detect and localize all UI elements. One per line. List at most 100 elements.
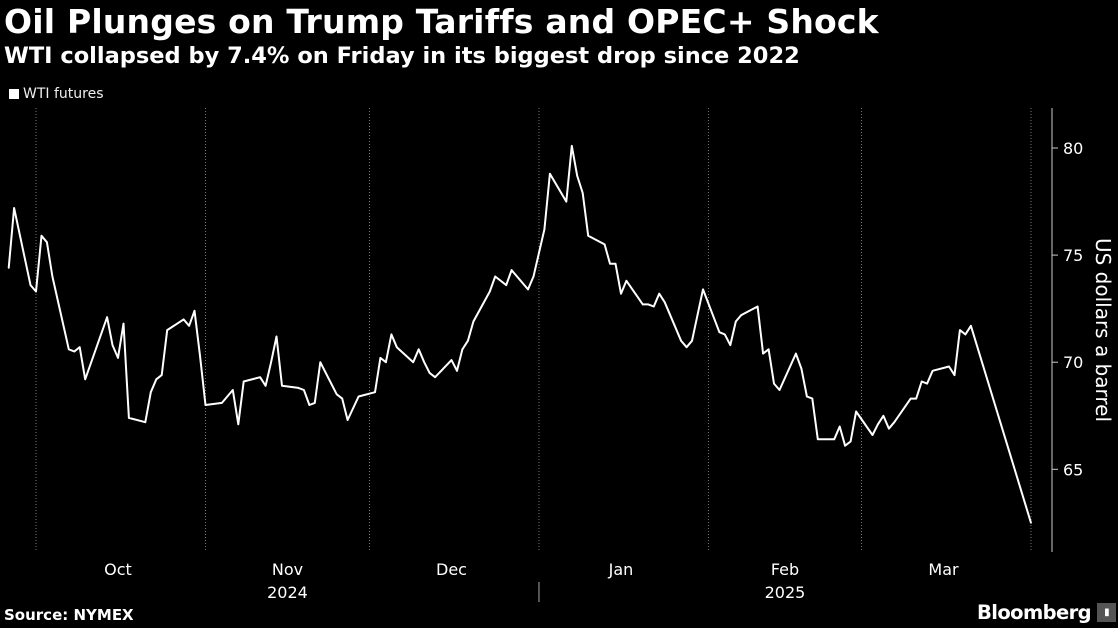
data-point: [341, 397, 344, 400]
data-point: [297, 387, 300, 389]
data-point: [685, 346, 688, 349]
legend: WTI futures: [9, 86, 104, 102]
data-point: [571, 145, 573, 147]
data-point: [68, 348, 70, 351]
data-point: [970, 325, 972, 327]
data-point: [549, 172, 551, 175]
data-point: [756, 305, 759, 308]
data-point: [658, 292, 660, 295]
x-tick-label: Jan: [608, 560, 634, 579]
data-point: [663, 301, 666, 304]
data-point: [275, 335, 278, 338]
data-point: [221, 402, 223, 404]
data-point: [379, 357, 382, 359]
data-point: [122, 322, 125, 325]
data-point: [489, 290, 491, 293]
data-point: [160, 374, 163, 376]
data-point: [357, 395, 360, 398]
grid: [35, 108, 1032, 552]
data-point: [434, 376, 436, 379]
data-point: [423, 361, 426, 364]
data-point: [188, 325, 190, 327]
data-point: [680, 340, 682, 342]
data-point: [303, 389, 305, 391]
data-point: [844, 444, 846, 447]
data-point: [182, 318, 185, 321]
x-year-label: 2025: [765, 583, 806, 602]
data-point: [855, 410, 857, 413]
data-point: [144, 421, 147, 424]
data-point: [603, 243, 606, 246]
data-point: [642, 303, 644, 306]
data-point: [893, 421, 896, 424]
data-point: [909, 397, 912, 400]
data-point: [428, 372, 431, 374]
data-point: [467, 340, 469, 342]
legend-swatch: [9, 89, 19, 99]
data-point: [762, 352, 764, 355]
data-point: [625, 280, 628, 282]
data-point: [877, 423, 879, 426]
data-point: [128, 417, 130, 419]
data-point: [953, 374, 956, 376]
data-point: [374, 391, 376, 394]
data-point: [1030, 522, 1032, 524]
axes: Oct Nov Dec Jan Feb Mar 2024 2025 65 70 75 80 US dol…: [104, 108, 1115, 602]
legend-label: WTI futures: [23, 86, 104, 102]
data-point: [773, 382, 775, 385]
data-point: [833, 438, 835, 441]
data-point: [702, 288, 704, 291]
data-point: [767, 348, 770, 351]
x-tick-label: Feb: [771, 560, 799, 579]
series: [7, 144, 1032, 524]
bloomberg-logo: Bloomberg ▮: [977, 601, 1117, 624]
y-tick-label: 75: [1063, 246, 1083, 265]
x-year-label: 2024: [267, 583, 308, 602]
data-point: [226, 395, 229, 398]
data-point: [505, 284, 508, 286]
data-point: [926, 382, 928, 385]
data-point: [111, 344, 114, 346]
data-point: [450, 359, 453, 361]
data-point: [308, 404, 311, 406]
data-point: [264, 385, 267, 387]
data-point: [964, 333, 967, 336]
data-point: [193, 310, 196, 312]
brand-mark-icon: ▮: [1097, 603, 1117, 622]
data-point: [931, 370, 934, 372]
data-point: [51, 275, 54, 278]
data-point: [40, 235, 43, 237]
data-point: [29, 284, 32, 286]
data-point: [412, 361, 415, 364]
source-note: Source: NYMEX: [4, 606, 134, 624]
data-point: [724, 333, 726, 336]
data-point: [729, 344, 732, 346]
data-point: [888, 427, 890, 430]
data-point: [78, 346, 81, 349]
data-point: [494, 275, 497, 278]
data-point: [948, 365, 950, 368]
data-point: [614, 262, 617, 265]
data-point: [811, 397, 814, 400]
data-point: [417, 348, 420, 351]
data-point: [778, 389, 781, 391]
data-point: [806, 395, 808, 398]
data-point: [838, 425, 841, 428]
x-tick-label: Mar: [928, 560, 959, 579]
data-point: [581, 192, 584, 194]
data-point: [73, 350, 76, 353]
data-point: [270, 361, 272, 364]
data-point: [259, 376, 261, 379]
data-point: [647, 303, 650, 306]
data-point: [849, 440, 852, 443]
data-point: [346, 419, 349, 421]
data-point: [510, 269, 513, 271]
data-point: [915, 397, 917, 400]
x-tick-label: Dec: [436, 560, 467, 579]
data-point: [13, 207, 15, 209]
y-axis-label: US dollars a barrel: [1091, 238, 1115, 422]
data-point: [281, 385, 283, 387]
data-point: [242, 380, 245, 383]
data-point: [84, 378, 86, 381]
